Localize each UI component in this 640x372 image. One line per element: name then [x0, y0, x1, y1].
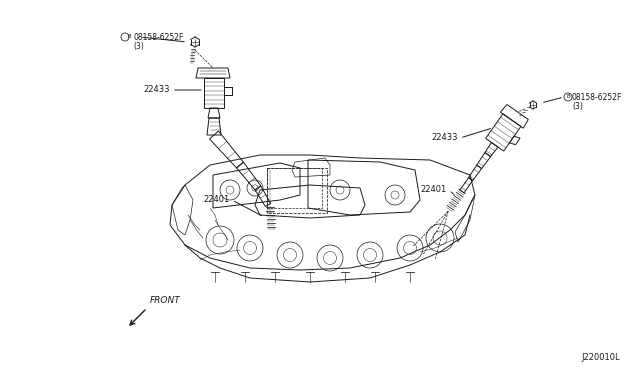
Text: J220010L: J220010L	[581, 353, 620, 362]
Text: 08158-6252F: 08158-6252F	[572, 93, 622, 102]
Text: (3): (3)	[133, 42, 144, 51]
Text: B: B	[127, 35, 131, 39]
Bar	[267, 168, 322, 208]
Text: (3): (3)	[572, 102, 583, 110]
Bar	[267, 168, 327, 213]
Text: B: B	[566, 94, 570, 99]
Text: 22401: 22401	[204, 196, 230, 205]
Text: 22433: 22433	[143, 86, 170, 94]
Text: 08158-6252F: 08158-6252F	[133, 32, 184, 42]
Bar	[204, 78, 224, 108]
Text: FRONT: FRONT	[150, 296, 180, 305]
Text: 22401: 22401	[420, 186, 447, 195]
Text: 22433: 22433	[431, 134, 458, 142]
